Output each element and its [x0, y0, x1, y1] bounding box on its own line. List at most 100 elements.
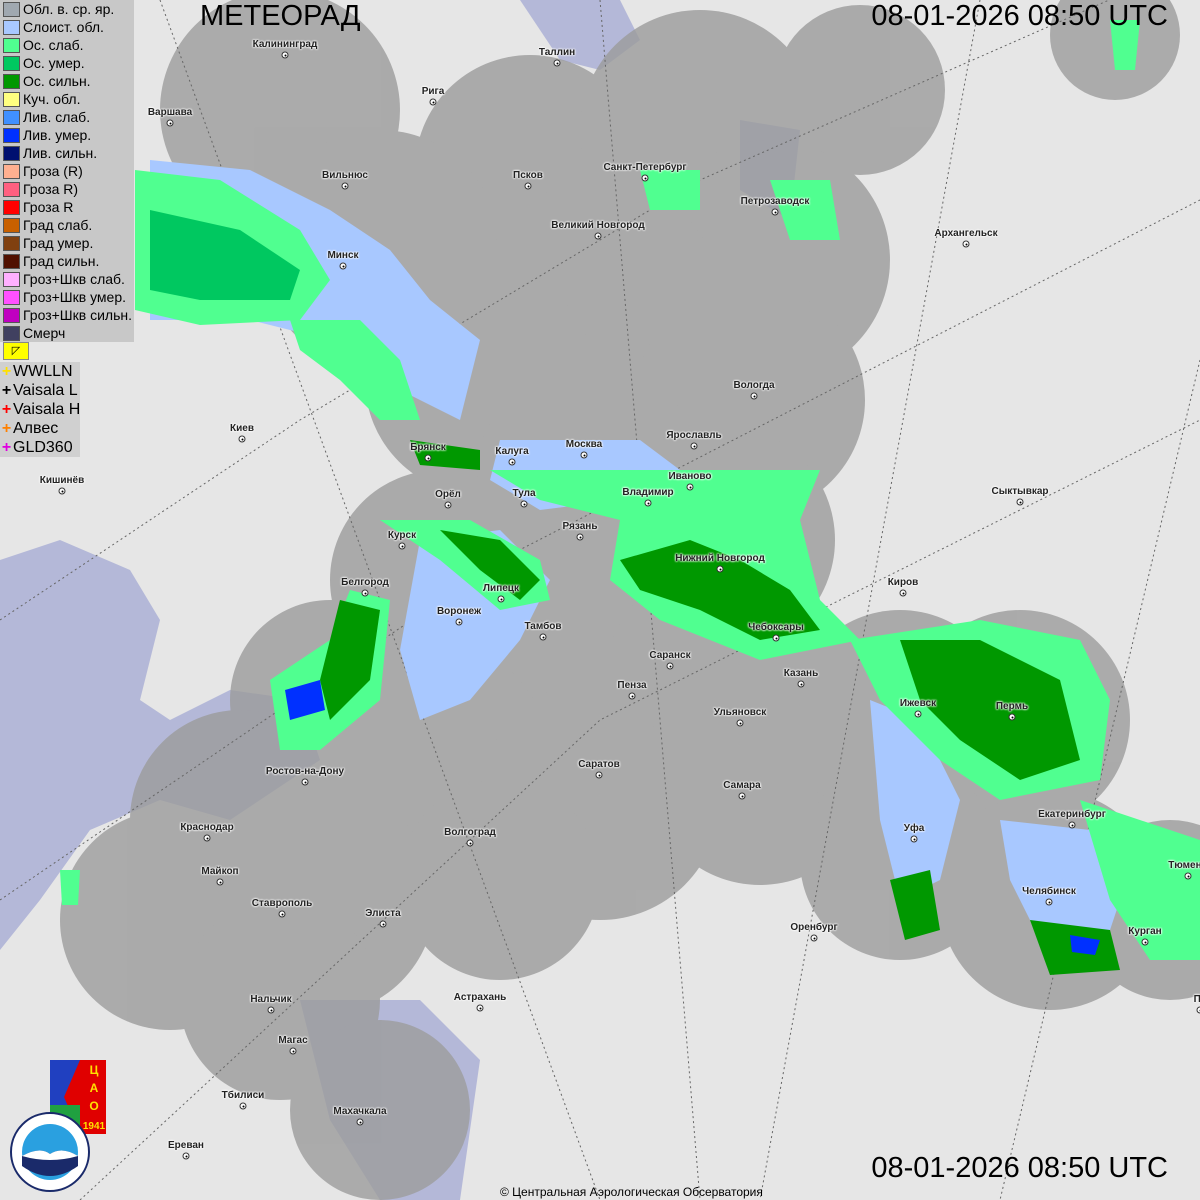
- legend-item: Град умер.: [0, 234, 134, 252]
- city-label: Тбилиси: [221, 1090, 265, 1101]
- city-label: Ереван: [168, 1140, 204, 1151]
- legend-item: Град слаб.: [0, 216, 134, 234]
- city-marker-icon: [899, 589, 907, 597]
- lightning-legend: + WWLLN + Vaisala L + Vaisala H + Алвес + GLD360: [0, 362, 80, 457]
- city-label: Курган: [1128, 926, 1162, 937]
- legend-label: Ос. слаб.: [23, 37, 84, 53]
- lightning-cross-icon: +: [1, 438, 12, 456]
- city-marker-icon: [398, 542, 406, 550]
- city-label: Ростов-на-Дону: [265, 766, 345, 777]
- city-label: Тюмень: [1168, 860, 1200, 871]
- legend-label: Куч. обл.: [23, 91, 81, 107]
- city-label: Вологда: [733, 380, 775, 391]
- lightning-cross-icon: +: [1, 381, 12, 399]
- legend-item: Лив. слаб.: [0, 108, 134, 126]
- lightning-cross-icon: +: [1, 400, 12, 418]
- city-label: Нижний Новгород: [675, 553, 765, 564]
- city-label: Рига: [421, 86, 445, 97]
- legend-item: Куч. обл.: [0, 90, 134, 108]
- city-label: Саратов: [578, 759, 620, 770]
- city-marker-icon: [750, 392, 758, 400]
- legend-label: Град слаб.: [23, 217, 93, 233]
- city-label: Калуга: [495, 446, 529, 457]
- legend-item: Град сильн.: [0, 252, 134, 270]
- legend-swatch: [3, 37, 20, 53]
- city-marker-icon: [644, 499, 652, 507]
- legend-swatch: [3, 217, 20, 233]
- city-marker-icon: [524, 182, 532, 190]
- city-marker-icon: [797, 680, 805, 688]
- city-marker-icon: [339, 262, 347, 270]
- city-label: Киев: [230, 423, 254, 434]
- legend-item: Смерч: [0, 324, 134, 342]
- city-label: Владимир: [622, 487, 674, 498]
- legend-label: Град сильн.: [23, 253, 100, 269]
- city-marker-icon: [539, 633, 547, 641]
- lightning-source-item: + Vaisala H: [0, 400, 80, 419]
- city-label: Тамбов: [524, 621, 562, 632]
- city-label: Екатеринбург: [1038, 809, 1106, 820]
- svg-text:А: А: [90, 1081, 99, 1095]
- lightning-source-label: GLD360: [13, 438, 73, 456]
- city-marker-icon: [301, 778, 309, 786]
- city-label: Казань: [783, 668, 819, 679]
- legend-swatch: [3, 55, 20, 71]
- lightning-source-label: WWLLN: [13, 362, 73, 380]
- legend-swatch: [3, 307, 20, 323]
- city-marker-icon: [594, 232, 602, 240]
- city-marker-icon: [520, 500, 528, 508]
- legend-swatch: [3, 271, 20, 287]
- legend-swatch: [3, 145, 20, 161]
- precipitation-echoes: [60, 20, 1200, 975]
- lightning-source-item: + WWLLN: [0, 362, 80, 381]
- city-marker-icon: [289, 1047, 297, 1055]
- precipitation-legend: Обл. в. ср. яр. Слоист. обл. Ос. слаб. Ос. …: [0, 0, 134, 342]
- city-marker-icon: [738, 792, 746, 800]
- timestamp-top: 08-01-2026 08:50 UTC: [871, 0, 1168, 32]
- legend-item: Ос. сильн.: [0, 72, 134, 90]
- city-marker-icon: [508, 458, 516, 466]
- city-label: Рязань: [562, 521, 598, 532]
- city-label: Нальчик: [250, 994, 292, 1005]
- city-marker-icon: [429, 98, 437, 106]
- timestamp-bottom: 08-01-2026 08:50 UTC: [871, 1152, 1168, 1184]
- city-marker-icon: [690, 442, 698, 450]
- city-label: Сыктывкар: [991, 486, 1049, 497]
- city-marker-icon: [628, 692, 636, 700]
- city-marker-icon: [686, 483, 694, 491]
- legend-swatch: [3, 181, 20, 197]
- lightning-toggle-flag-icon[interactable]: ◸: [3, 342, 29, 360]
- city-marker-icon: [1045, 898, 1053, 906]
- city-label: Петрозаводск: [740, 196, 810, 207]
- city-marker-icon: [962, 240, 970, 248]
- lightning-source-label: Алвес: [13, 419, 59, 437]
- legend-swatch: [3, 73, 20, 89]
- city-marker-icon: [576, 533, 584, 541]
- city-label: Ижевск: [899, 698, 937, 709]
- city-label: Брянск: [410, 442, 446, 453]
- city-marker-icon: [281, 51, 289, 59]
- city-label: Майкоп: [201, 866, 239, 877]
- legend-item: Лив. сильн.: [0, 144, 134, 162]
- city-label: Вильнюс: [322, 170, 368, 181]
- city-label: Варшава: [147, 107, 193, 118]
- city-marker-icon: [553, 59, 561, 67]
- legend-item: Гроз+Шкв слаб.: [0, 270, 134, 288]
- svg-text:О: О: [89, 1099, 98, 1113]
- legend-swatch: [3, 109, 20, 125]
- city-marker-icon: [641, 174, 649, 182]
- city-marker-icon: [166, 119, 174, 127]
- city-marker-icon: [580, 451, 588, 459]
- city-label: Пенза: [617, 680, 647, 691]
- city-label: Ставрополь: [251, 898, 313, 909]
- city-marker-icon: [771, 208, 779, 216]
- legend-item: Слоист. обл.: [0, 18, 134, 36]
- lightning-source-label: Vaisala L: [13, 381, 78, 399]
- legend-label: Ос. умер.: [23, 55, 85, 71]
- legend-swatch: [3, 289, 20, 305]
- city-label: Волгоград: [444, 827, 496, 838]
- city-label: Кишинёв: [39, 475, 85, 486]
- legend-item: Гроз+Шкв умер.: [0, 288, 134, 306]
- lightning-cross-icon: +: [1, 362, 12, 380]
